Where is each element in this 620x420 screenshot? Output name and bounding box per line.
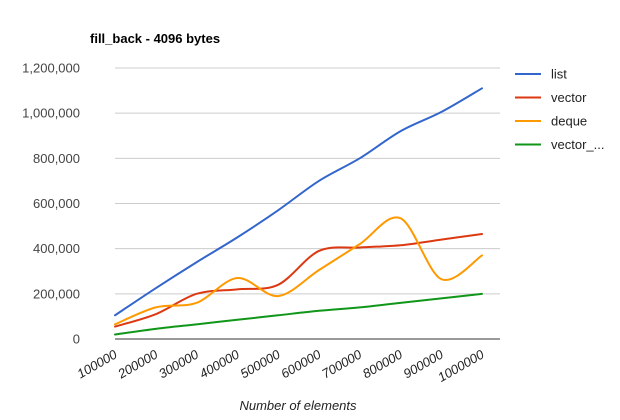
y-tick-label: 600,000 [33, 196, 80, 211]
series-line-deque [114, 216, 483, 326]
x-tick-label: 300000 [156, 346, 202, 381]
x-tick-label: 100000 [74, 346, 120, 381]
y-tick-label: 1,000,000 [22, 106, 80, 121]
x-axis-title: Number of elements [239, 398, 357, 413]
gridlines [115, 67, 500, 340]
series-line-vector [114, 232, 483, 328]
x-axis: 1000002000003000004000005000006000007000… [74, 346, 487, 385]
series-line-vector [114, 292, 483, 336]
legend-label: deque [551, 114, 587, 129]
y-tick-label: 1,200,000 [22, 61, 80, 76]
y-tick-label: 800,000 [33, 151, 80, 166]
y-tick-label: 200,000 [33, 286, 80, 301]
series-lines [114, 87, 483, 336]
legend-item-deque[interactable]: deque [515, 114, 587, 129]
legend[interactable]: list vector deque vector_... [515, 67, 604, 153]
y-tick-label: 0 [73, 332, 80, 347]
y-axis: 0 200,000 400,000 600,000 800,000 1,000,000 1,… [22, 61, 80, 347]
legend-item-vector[interactable]: vector [515, 90, 587, 105]
legend-label: list [551, 67, 567, 82]
x-tick-label: 500000 [238, 346, 284, 381]
legend-label: vector_... [551, 137, 604, 152]
x-tick-label: 700000 [319, 346, 365, 381]
legend-item-vector[interactable]: vector_... [515, 137, 604, 152]
legend-item-list[interactable]: list [515, 67, 567, 82]
x-tick-label: 400000 [197, 346, 243, 381]
x-tick-label: 600000 [278, 346, 324, 381]
x-tick-label: 200000 [114, 346, 161, 382]
series-line-list [114, 87, 483, 317]
x-tick-label: 800000 [360, 346, 406, 381]
x-tick-label: 1000000 [435, 346, 487, 385]
legend-label: vector [551, 90, 587, 105]
chart-title: fill_back - 4096 bytes [90, 31, 220, 46]
y-tick-label: 400,000 [33, 241, 80, 256]
